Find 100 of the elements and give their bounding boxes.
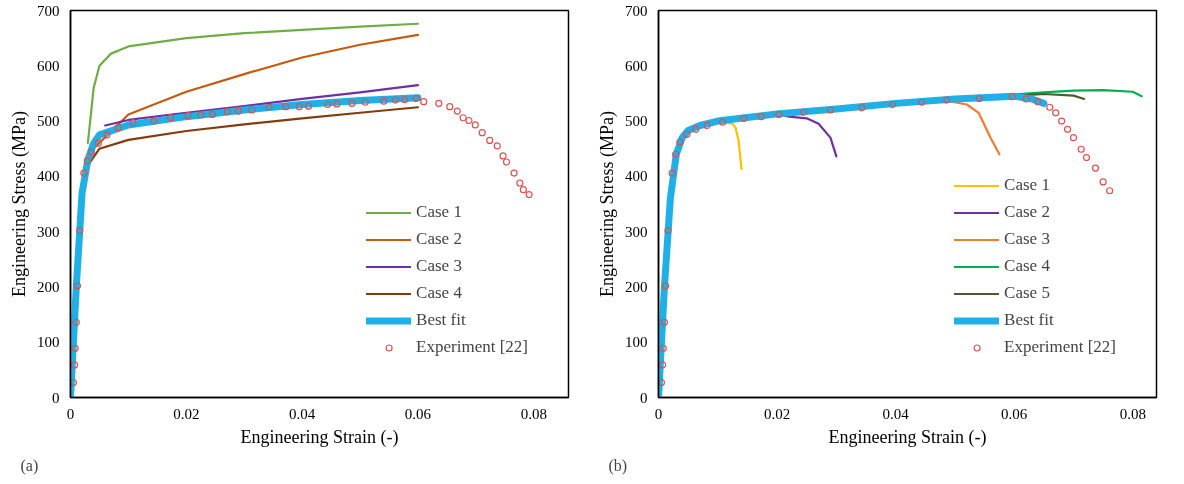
x-tick-label: 0.02 bbox=[173, 405, 200, 422]
y-tick-label: 700 bbox=[37, 2, 60, 19]
point bbox=[420, 98, 428, 106]
text: (a) bbox=[20, 456, 39, 475]
point bbox=[676, 138, 684, 146]
x-tick-label: 0.06 bbox=[404, 405, 432, 422]
x-axis-title: Engineering Strain (-) bbox=[240, 426, 399, 448]
point bbox=[692, 125, 700, 133]
legend-label: Case 1 bbox=[1004, 175, 1050, 195]
point bbox=[672, 150, 680, 158]
point bbox=[519, 186, 527, 194]
point bbox=[1046, 103, 1054, 111]
point bbox=[282, 103, 290, 111]
point bbox=[1022, 95, 1030, 103]
point bbox=[1091, 164, 1100, 172]
point bbox=[658, 378, 666, 387]
legend-label: Case 3 bbox=[1004, 229, 1050, 249]
y-tick-label: 200 bbox=[625, 278, 648, 295]
x-axis-title: Engineering Strain (-) bbox=[828, 426, 987, 448]
y-tick-label: 600 bbox=[37, 57, 60, 74]
legend-label: Case 2 bbox=[1004, 202, 1050, 222]
point bbox=[72, 318, 80, 326]
point bbox=[1008, 93, 1017, 101]
point bbox=[348, 99, 356, 107]
point bbox=[380, 97, 388, 105]
legend-label: Experiment [22] bbox=[1004, 337, 1116, 357]
y-tick-label: 700 bbox=[625, 2, 648, 19]
point bbox=[486, 136, 494, 145]
point bbox=[1099, 178, 1107, 186]
point bbox=[167, 114, 175, 122]
legend-label: Case 3 bbox=[416, 256, 462, 276]
point bbox=[129, 119, 137, 127]
point bbox=[660, 318, 669, 326]
point bbox=[664, 226, 672, 235]
y-tick-label: 300 bbox=[37, 223, 60, 240]
point bbox=[1106, 187, 1114, 195]
legend-label: Case 5 bbox=[1004, 283, 1050, 303]
line-series bbox=[104, 84, 420, 127]
y-tick-label: 100 bbox=[37, 334, 60, 351]
point bbox=[70, 361, 79, 369]
point bbox=[659, 344, 667, 352]
legend-label: Best fit bbox=[416, 310, 466, 330]
y-axis-title: Engineering Stress (MPa) bbox=[597, 111, 618, 297]
y-tick-label: 100 bbox=[625, 334, 648, 351]
y-tick-label: 300 bbox=[625, 223, 648, 240]
x-tick-label: 0.04 bbox=[289, 405, 316, 422]
point bbox=[858, 104, 866, 112]
point bbox=[718, 118, 727, 126]
legend-label: Case 4 bbox=[416, 283, 462, 303]
legend-label: Case 1 bbox=[416, 202, 462, 222]
point bbox=[150, 117, 158, 125]
point bbox=[71, 344, 79, 352]
point bbox=[87, 148, 95, 156]
point bbox=[516, 179, 524, 187]
point bbox=[234, 107, 243, 115]
point bbox=[324, 100, 332, 109]
point bbox=[70, 378, 77, 387]
point bbox=[943, 96, 951, 104]
point bbox=[471, 121, 479, 129]
y-tick-label: 0 bbox=[640, 389, 648, 406]
point bbox=[248, 106, 256, 114]
y-tick-label: 500 bbox=[37, 113, 60, 130]
point bbox=[826, 106, 835, 114]
point bbox=[499, 152, 507, 160]
point bbox=[478, 129, 486, 137]
point bbox=[918, 98, 926, 106]
point bbox=[333, 100, 341, 108]
x-tick-label: 0.04 bbox=[882, 405, 910, 422]
point bbox=[73, 282, 82, 290]
legend-label: Best fit bbox=[1004, 310, 1054, 330]
y-tick-label: 600 bbox=[625, 57, 648, 74]
point bbox=[1052, 109, 1060, 117]
point bbox=[800, 108, 808, 116]
point bbox=[103, 131, 111, 139]
point bbox=[703, 121, 711, 130]
text: (b) bbox=[608, 456, 628, 475]
point bbox=[668, 169, 676, 177]
legend-label: Case 4 bbox=[1004, 256, 1050, 276]
point bbox=[401, 95, 409, 104]
x-tick-label: 0.02 bbox=[763, 405, 791, 422]
point bbox=[391, 96, 399, 104]
x-tick-label: 0.06 bbox=[1001, 405, 1028, 422]
point bbox=[1077, 145, 1085, 153]
point bbox=[197, 111, 205, 119]
point bbox=[295, 103, 303, 111]
x-tick-label: 0 bbox=[654, 405, 663, 422]
point bbox=[1082, 153, 1091, 162]
y-tick-label: 400 bbox=[37, 168, 60, 185]
y-tick-label: 0 bbox=[52, 389, 60, 406]
point bbox=[889, 100, 897, 109]
point bbox=[76, 226, 84, 235]
y-axis-title: Engineering Stress (MPa) bbox=[9, 111, 30, 297]
y-tick-label: 400 bbox=[625, 168, 648, 185]
point bbox=[757, 113, 765, 121]
point bbox=[1069, 134, 1078, 142]
point bbox=[435, 99, 443, 107]
legend-label: Experiment [22] bbox=[416, 337, 528, 357]
point bbox=[184, 111, 192, 120]
x-tick-label: 0.08 bbox=[1119, 405, 1146, 422]
point bbox=[465, 116, 473, 125]
